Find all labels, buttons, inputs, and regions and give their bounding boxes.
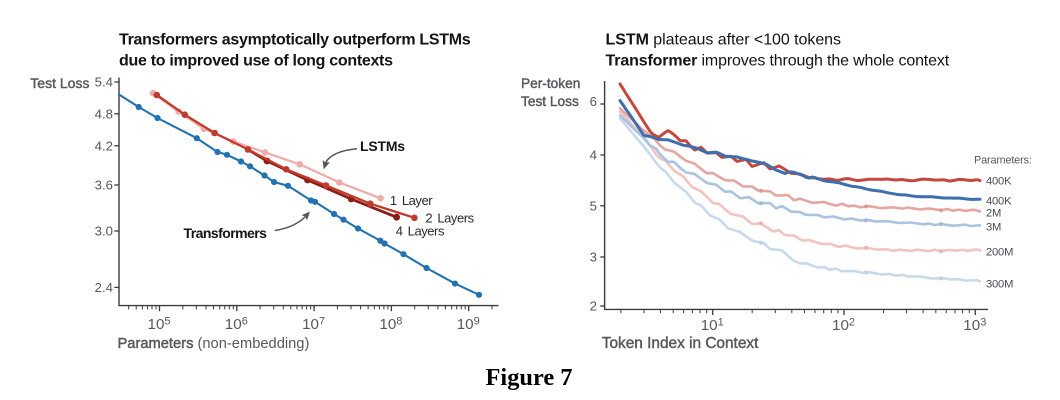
- svg-text:5.4: 5.4: [95, 75, 113, 90]
- svg-text:Token Index in Context: Token Index in Context: [602, 335, 759, 352]
- svg-text:109: 109: [457, 316, 480, 333]
- svg-text:Test Loss: Test Loss: [521, 94, 579, 109]
- svg-text:108: 108: [379, 316, 402, 333]
- svg-text:3: 3: [590, 250, 597, 265]
- svg-text:101: 101: [701, 317, 724, 334]
- svg-text:107: 107: [302, 316, 325, 333]
- svg-text:3.0: 3.0: [95, 224, 113, 239]
- svg-text:400K: 400K: [986, 175, 1012, 187]
- svg-text:LSTMs: LSTMs: [360, 138, 405, 154]
- svg-text:4: 4: [590, 148, 597, 163]
- svg-text:2.4: 2.4: [95, 280, 113, 295]
- svg-text:200M: 200M: [986, 246, 1013, 258]
- svg-text:LSTM plateaus after <100 token: LSTM plateaus after <100 tokens: [606, 32, 842, 49]
- svg-text:2M: 2M: [986, 207, 1001, 219]
- svg-text:5: 5: [590, 198, 597, 213]
- svg-text:4.8: 4.8: [95, 106, 113, 121]
- svg-text:102: 102: [832, 317, 855, 334]
- svg-text:Test Loss: Test Loss: [30, 75, 89, 91]
- svg-text:Transformer improves through t: Transformer improves through the whole c…: [606, 53, 950, 70]
- svg-text:due to improved use of long co: due to improved use of long contexts: [119, 53, 393, 70]
- svg-text:400K: 400K: [986, 195, 1012, 207]
- svg-text:2: 2: [590, 299, 597, 314]
- svg-text:3M: 3M: [986, 221, 1001, 233]
- svg-text:300M: 300M: [986, 278, 1013, 290]
- svg-text:Transformers asymptotically ou: Transformers asymptotically outperform L…: [119, 32, 471, 49]
- svg-text:106: 106: [225, 316, 248, 333]
- svg-text:3.6: 3.6: [95, 178, 113, 193]
- svg-text:103: 103: [963, 317, 986, 334]
- svg-text:4.2: 4.2: [95, 138, 113, 153]
- svg-text:105: 105: [148, 316, 171, 333]
- svg-text:6: 6: [590, 94, 597, 109]
- svg-text:Per-token: Per-token: [521, 76, 580, 91]
- svg-text:Parameters (non-embedding): Parameters (non-embedding): [118, 336, 310, 352]
- svg-text:Parameters:: Parameters:: [974, 155, 1032, 167]
- svg-text:Transformers: Transformers: [184, 225, 268, 241]
- svg-text:Figure 7: Figure 7: [486, 364, 573, 391]
